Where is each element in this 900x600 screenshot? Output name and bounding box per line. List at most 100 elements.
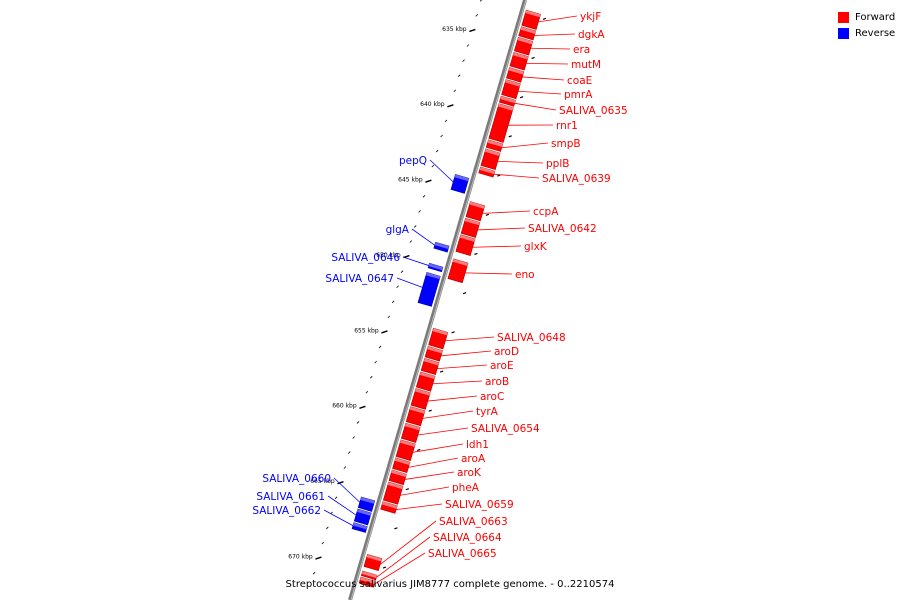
gene-label[interactable]: aroK — [457, 467, 482, 479]
gene-cap — [469, 201, 485, 209]
ruler-major-tick — [425, 179, 432, 183]
gene-label[interactable]: SALIVA_0659 — [445, 499, 514, 511]
gene-cap — [452, 258, 469, 266]
gene-cap — [409, 406, 425, 414]
ruler-label: 640 kbp — [420, 101, 445, 108]
gene-cap — [382, 501, 398, 509]
gene-label[interactable]: aroD — [494, 346, 519, 358]
gene-label[interactable]: tyrA — [476, 406, 499, 418]
leader-line — [493, 173, 540, 179]
gene-label[interactable]: SALIVA_0665 — [428, 548, 497, 560]
gene-cap — [520, 26, 536, 34]
track-dash — [508, 135, 512, 138]
gene-cap — [366, 554, 382, 562]
gene-cap — [464, 218, 480, 226]
gene-label[interactable]: aroB — [485, 376, 509, 388]
gene-label[interactable]: ccpA — [533, 206, 559, 218]
legend-reverse-label: Reverse — [855, 27, 896, 39]
leader-line — [374, 552, 426, 585]
gene-label[interactable]: SALIVA_0639 — [542, 173, 611, 185]
ruler-minor-tick — [400, 270, 404, 273]
gene-label[interactable]: pmrA — [564, 89, 593, 101]
track-dash — [394, 527, 398, 530]
gene-label[interactable]: coaE — [567, 75, 592, 87]
track-dash — [519, 96, 524, 99]
leader-line — [472, 245, 522, 248]
track-dash — [428, 409, 432, 412]
ruler-minor-tick — [444, 119, 448, 123]
gene-label[interactable]: smpB — [551, 138, 581, 150]
leader-line — [518, 90, 562, 95]
leader-line — [402, 256, 429, 266]
gene-label[interactable]: dgkA — [578, 29, 605, 41]
leader-line — [379, 520, 437, 565]
forward-swatch — [838, 11, 849, 23]
track-dash — [497, 174, 501, 177]
gene-cap — [434, 242, 450, 249]
gene-label[interactable]: eno — [515, 269, 535, 281]
leader-line — [534, 33, 576, 36]
gene-label[interactable]: ykjF — [580, 11, 601, 23]
gene-label[interactable]: SALIVA_0661 — [256, 491, 325, 503]
track-dash — [462, 292, 467, 295]
leader-line — [501, 142, 549, 149]
reverse-swatch — [838, 27, 849, 39]
gene-label[interactable]: SALIVA_0654 — [471, 423, 540, 435]
gene-label[interactable]: mutM — [571, 59, 601, 71]
leader-line — [530, 47, 571, 50]
gene-label[interactable]: SALIVA_0646 — [331, 252, 400, 264]
leader-line — [412, 443, 464, 453]
gene-cap — [356, 509, 372, 516]
ruler-minor-tick — [396, 285, 399, 289]
ruler-minor-tick — [352, 436, 355, 439]
gene-label[interactable]: era — [573, 44, 590, 56]
gene-label[interactable]: aroC — [480, 391, 504, 403]
ruler-minor-tick — [343, 466, 347, 469]
gene-label[interactable]: SALIVA_0648 — [497, 332, 566, 344]
gene-cap — [508, 67, 524, 75]
track-dash — [542, 17, 547, 20]
ruler-minor-tick — [391, 300, 395, 304]
ruler-minor-tick — [347, 451, 351, 454]
leader-line — [404, 471, 455, 480]
gene-label[interactable]: glgA — [386, 224, 410, 236]
gene-cap — [361, 570, 378, 579]
gene-label[interactable]: aroA — [461, 453, 486, 465]
gene-label[interactable]: SALIVA_0662 — [252, 505, 321, 517]
leader-line — [477, 227, 526, 231]
gene-cap — [500, 96, 516, 104]
ruler-minor-tick — [418, 210, 421, 213]
gene-label[interactable]: glxK — [524, 241, 548, 253]
leader-line — [422, 410, 474, 419]
ruler-minor-tick — [356, 421, 360, 424]
track-dash — [474, 252, 478, 256]
gene-label[interactable]: aroE — [490, 360, 514, 372]
ruler-minor-tick — [422, 194, 426, 198]
leader-line — [417, 427, 469, 436]
gene-cap — [505, 79, 521, 87]
legend-forward[interactable]: Forward — [838, 9, 895, 25]
gene-label[interactable]: pplB — [546, 158, 569, 170]
gene-label[interactable]: SALIVA_0642 — [528, 223, 597, 235]
ruler-label: 670 kbp — [288, 553, 313, 560]
gene-cap — [517, 37, 533, 45]
genome-caption: Streptococcus salivarius JIM8777 complet… — [285, 579, 615, 590]
track-dash — [451, 331, 455, 334]
gene-label[interactable]: ldh1 — [466, 439, 489, 451]
gene-label[interactable]: pheA — [452, 482, 480, 494]
gene-label[interactable]: SALIVA_0660 — [262, 473, 331, 485]
gene-cap — [352, 522, 368, 530]
leader-line — [432, 380, 483, 385]
ruler-minor-tick — [457, 74, 461, 77]
gene-label[interactable]: SALIVA_0635 — [559, 105, 628, 117]
ruler-major-tick — [337, 481, 344, 485]
gene-label[interactable]: SALIVA_0647 — [325, 273, 394, 285]
legend-reverse[interactable]: Reverse — [838, 25, 895, 41]
gene-cap — [414, 388, 431, 396]
track-dash — [382, 566, 387, 569]
leader-line — [514, 102, 557, 111]
gene-label[interactable]: SALIVA_0663 — [439, 516, 508, 528]
gene-label[interactable]: SALIVA_0664 — [433, 532, 502, 544]
gene-label[interactable]: rnr1 — [556, 120, 578, 132]
gene-label[interactable]: pepQ — [399, 155, 427, 167]
